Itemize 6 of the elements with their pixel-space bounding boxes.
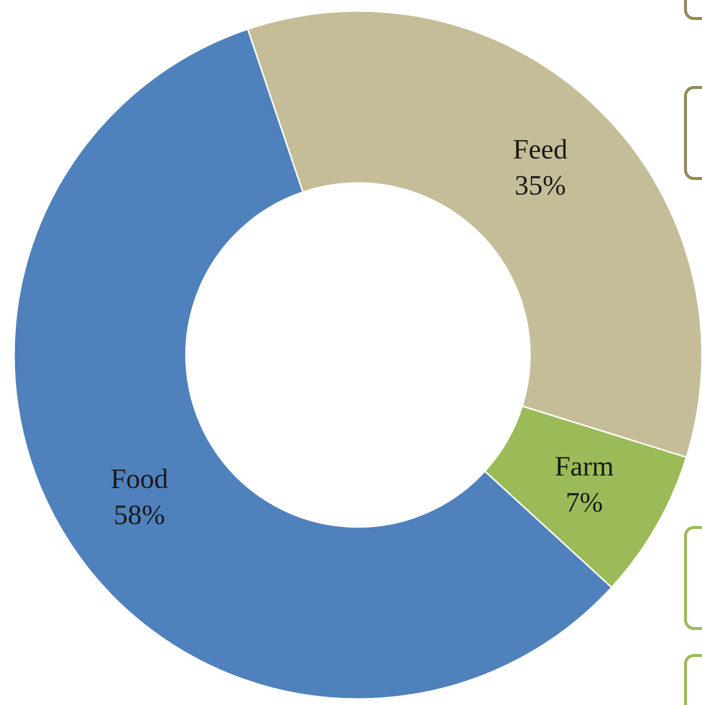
- data-label: 7%: [566, 488, 603, 519]
- data-label: 58%: [114, 500, 166, 532]
- slice-label: Feed: [513, 134, 568, 166]
- slice-label: Food: [110, 464, 168, 496]
- data-label: 35%: [514, 170, 566, 202]
- slice-label: Farm: [554, 452, 614, 483]
